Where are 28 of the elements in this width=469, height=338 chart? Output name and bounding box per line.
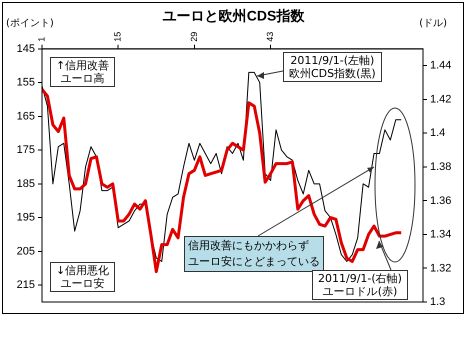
y-tick-label: 215 bbox=[16, 279, 35, 292]
y-tick-label: 155 bbox=[16, 76, 35, 89]
y-tick-label: 195 bbox=[16, 212, 35, 224]
y2-tick-label: 1.44 bbox=[430, 60, 452, 72]
x-tick-label: 15 bbox=[112, 32, 123, 42]
y2-axis-title: (ドル) bbox=[419, 17, 447, 30]
y2-tick-label: 1.36 bbox=[430, 194, 452, 207]
chart-title: ユーロと欧州CDS指数 bbox=[162, 7, 306, 24]
y2-tick-label: 1.34 bbox=[430, 228, 452, 241]
y-tick-label: 205 bbox=[16, 245, 35, 258]
annotation: 信用改善にもかかわらずユーロ安にとどまっている bbox=[184, 236, 324, 272]
x-tick-label: 29 bbox=[188, 32, 199, 42]
y2-tick-label: 1.42 bbox=[430, 93, 452, 106]
x-tick-label: 1 bbox=[36, 36, 46, 42]
y2-tick-label: 1.4 bbox=[430, 127, 446, 140]
y2-tick-label: 1.32 bbox=[430, 262, 452, 274]
annotation: ↑信用改善ユーロ高 bbox=[50, 56, 116, 87]
y-tick-label: 165 bbox=[16, 110, 35, 122]
y-tick-label: 175 bbox=[16, 144, 35, 156]
annotation: ↓信用悪化ユーロ安 bbox=[50, 262, 116, 292]
y2-tick-label: 1.38 bbox=[430, 160, 452, 173]
y-axis-title: (ポイント) bbox=[6, 17, 54, 30]
y2-tick-label: 1.3 bbox=[430, 296, 446, 308]
annotation: 2011/9/1-(右軸) ユーロドル(赤) bbox=[312, 270, 408, 300]
y-tick-label: 185 bbox=[16, 178, 35, 190]
annotation: 2011/9/1-(左軸) 欧州CDS指数(黒) bbox=[283, 52, 382, 82]
x-tick-label: 43 bbox=[265, 32, 276, 42]
y-tick-label: 145 bbox=[16, 42, 35, 55]
